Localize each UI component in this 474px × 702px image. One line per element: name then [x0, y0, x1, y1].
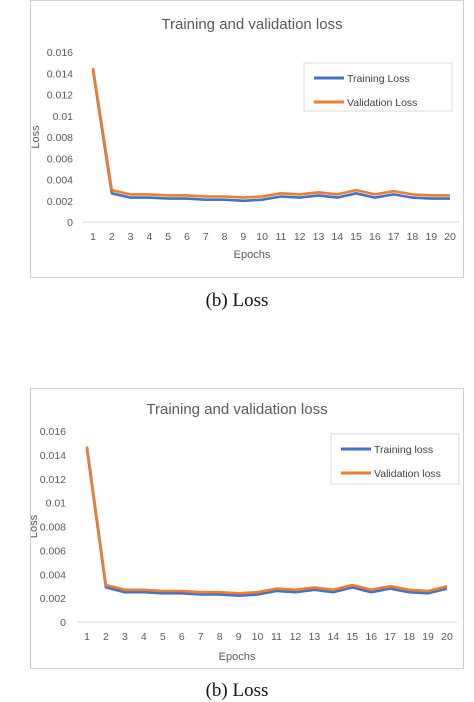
x-tick-label: 11	[275, 231, 286, 243]
x-tick-label: 17	[384, 631, 396, 643]
x-tick-label: 16	[369, 231, 381, 243]
legend-label-training: Training loss	[374, 444, 433, 456]
y-tick-label: 0.006	[47, 153, 73, 165]
x-tick-label: 17	[388, 231, 400, 243]
x-tick-label: 2	[103, 631, 109, 643]
legend-label-validation: Validation loss	[374, 468, 441, 480]
y-tick-label: 0.004	[47, 175, 73, 187]
y-tick-label: 0.016	[47, 47, 73, 59]
x-tick-label: 10	[256, 231, 268, 243]
x-tick-label: 9	[240, 231, 246, 243]
x-tick-label: 5	[160, 631, 166, 643]
y-tick-label: 0.002	[47, 196, 73, 208]
x-tick-label: 1	[90, 231, 96, 243]
x-tick-label: 19	[425, 231, 437, 243]
y-tick-label: 0.016	[40, 426, 66, 438]
x-tick-label: 19	[422, 631, 434, 643]
x-tick-label: 20	[441, 631, 453, 643]
x-tick-label: 15	[346, 631, 358, 643]
x-tick-label: 6	[184, 231, 190, 243]
x-tick-label: 3	[128, 231, 134, 243]
y-axis-label: Loss	[31, 125, 42, 149]
chart-title: Training and validation loss	[161, 16, 342, 33]
x-axis-label: Epochs	[219, 651, 256, 663]
x-tick-label: 14	[327, 631, 339, 643]
y-tick-label: 0	[67, 217, 73, 229]
y-tick-label: 0.01	[46, 498, 67, 510]
y-tick-label: 0.004	[40, 569, 66, 581]
x-tick-label: 11	[271, 631, 282, 643]
x-tick-label: 7	[198, 631, 204, 643]
x-tick-label: 15	[350, 231, 362, 243]
loss-chart-1: Training and validation loss 0 0.002 0.004 0…	[31, 16, 460, 261]
legend-label-validation: Validation Loss	[347, 97, 417, 109]
chart-panel-1: Training and validation loss 0 0.002 0.004 0…	[30, 0, 464, 278]
x-tick-label: 18	[403, 631, 415, 643]
x-tick-label: 5	[165, 231, 171, 243]
x-tick-label: 12	[294, 231, 306, 243]
x-tick-label: 4	[146, 231, 152, 243]
y-tick-label: 0.012	[47, 90, 73, 102]
x-tick-label: 16	[365, 631, 377, 643]
x-axis-label: Epochs	[234, 249, 271, 261]
figure-caption-1: (b) Loss	[205, 290, 269, 311]
series-line-training	[91, 69, 450, 203]
x-tick-label: 3	[122, 631, 128, 643]
y-tick-label: 0	[60, 617, 66, 629]
x-tick-label: 7	[203, 231, 209, 243]
x-tick-label: 9	[236, 631, 242, 643]
legend-box	[330, 433, 460, 485]
x-tick-label: 10	[252, 631, 264, 643]
y-tick-label: 0.006	[40, 545, 66, 557]
series-line-validation	[91, 67, 450, 199]
x-tick-label: 2	[109, 231, 115, 243]
y-tick-label: 0.002	[40, 593, 66, 605]
y-tick-label: 0.008	[47, 132, 73, 144]
chart-panel-2: Training and validation loss 0 0.002 0.004 0…	[30, 388, 464, 669]
x-tick-label: 14	[331, 231, 343, 243]
y-tick-label: 0.012	[40, 474, 66, 486]
figure-caption-2: (b) Loss	[205, 680, 269, 701]
y-tick-label: 0.008	[40, 522, 66, 534]
x-tick-label: 18	[407, 231, 419, 243]
x-tick-label: 13	[309, 631, 321, 643]
y-tick-label: 0.014	[47, 68, 73, 80]
series-line-validation	[85, 446, 448, 595]
chart-title: Training and validation loss	[146, 401, 327, 418]
x-tick-label: 8	[222, 231, 228, 243]
series-line-training	[85, 448, 448, 597]
y-tick-label: 0.01	[53, 111, 74, 123]
y-tick-label: 0.014	[40, 450, 66, 462]
x-tick-label: 6	[179, 631, 185, 643]
y-axis-label: Loss	[31, 514, 40, 538]
x-tick-label: 1	[84, 631, 90, 643]
loss-chart-2: Training and validation loss 0 0.002 0.004 0…	[31, 401, 460, 663]
x-tick-label: 8	[217, 631, 223, 643]
x-tick-label: 12	[290, 631, 302, 643]
legend-label-training: Training Loss	[347, 73, 410, 85]
x-tick-label: 4	[141, 631, 147, 643]
x-tick-label: 13	[313, 231, 325, 243]
x-tick-label: 20	[444, 231, 456, 243]
